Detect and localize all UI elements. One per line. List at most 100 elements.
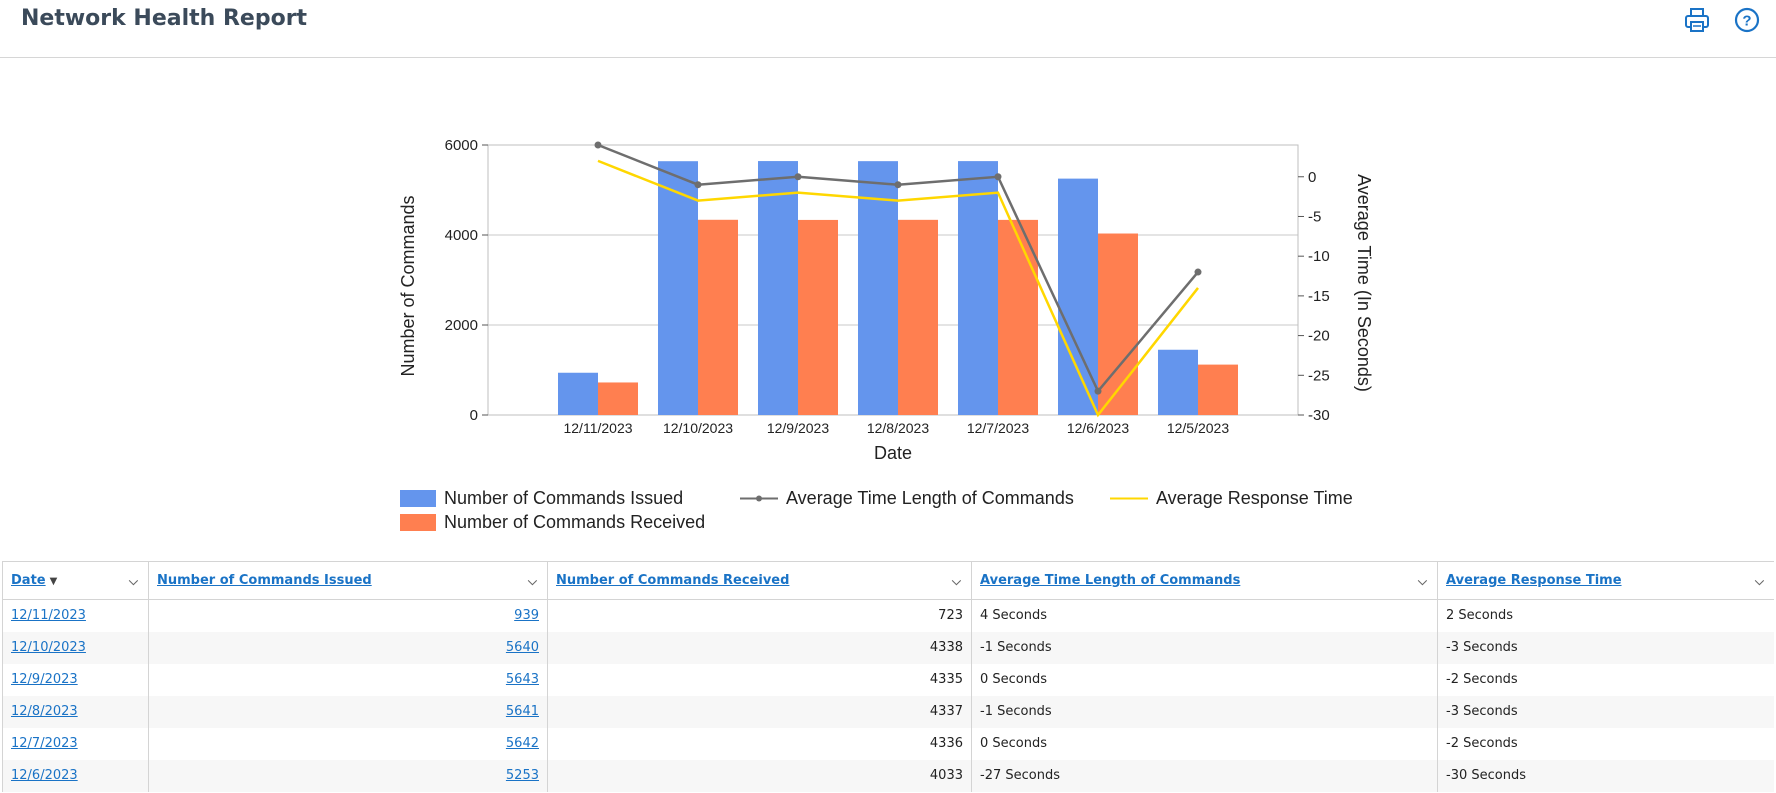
column-header-date[interactable]: Date ▼ ⌵ — [2, 561, 149, 600]
cell-date: 12/10/2023 — [2, 631, 149, 664]
date-link[interactable]: 12/11/2023 — [11, 608, 86, 624]
x-tick-label: 12/5/2023 — [1167, 420, 1229, 436]
issued-link[interactable]: 5643 — [505, 672, 539, 687]
date-link[interactable]: 12/6/2023 — [11, 768, 78, 783]
x-tick-label: 12/8/2023 — [867, 420, 929, 436]
table-row: 12/11/2023 939 723 4 Seconds 2 Seconds — [2, 599, 1774, 632]
cell-avg-response: -3 Seconds — [1437, 631, 1774, 664]
sort-link-avg-length[interactable]: Average Time Length of Commands — [980, 573, 1241, 588]
bar-issued — [758, 161, 798, 415]
cell-date: 12/8/2023 — [2, 695, 149, 728]
legend-item-avg-response: Average Response Time — [1110, 488, 1353, 509]
bar-received — [898, 219, 938, 415]
cell-avg-length: 0 Seconds — [971, 663, 1438, 696]
date-link[interactable]: 12/7/2023 — [11, 736, 78, 751]
cell-issued: 5642 — [148, 727, 548, 760]
column-menu-icon[interactable]: ⌵ — [951, 574, 961, 588]
sort-link-date[interactable]: Date — [11, 573, 46, 588]
date-link[interactable]: 12/9/2023 — [11, 672, 78, 687]
issued-link[interactable]: 5641 — [505, 704, 539, 719]
legend-item-avg-length: Average Time Length of Commands — [740, 488, 1074, 509]
y2-tick-label: -5 — [1308, 208, 1321, 225]
legend-label-issued: Number of Commands Issued — [444, 488, 684, 508]
x-axis-title: Date — [874, 443, 912, 463]
date-link[interactable]: 12/8/2023 — [11, 704, 78, 719]
table-row: 12/9/2023 5643 4335 0 Seconds -2 Seconds — [2, 663, 1774, 696]
legend-label-avg-length: Average Time Length of Commands — [786, 488, 1074, 508]
cell-received: 723 — [547, 599, 972, 632]
column-menu-icon[interactable]: ⌵ — [1417, 574, 1427, 588]
data-table-container: Date ▼ ⌵ Number of Commands Issued ⌵ Numb… — [2, 561, 1774, 793]
cell-issued: 5640 — [148, 631, 548, 664]
bar-received — [598, 382, 638, 415]
cell-avg-response: 2 Seconds — [1437, 599, 1774, 632]
legend-swatch-avg-length — [740, 490, 778, 507]
data-table: Date ▼ ⌵ Number of Commands Issued ⌵ Numb… — [2, 561, 1774, 792]
line-avg-response — [597, 159, 1199, 418]
y2-axis-title: Average Time (In Seconds) — [1354, 174, 1374, 392]
chart-legend: Number of Commands Issued Number of Comm… — [400, 488, 1400, 548]
column-header-received[interactable]: Number of Commands Received ⌵ — [547, 561, 972, 600]
column-header-issued[interactable]: Number of Commands Issued ⌵ — [148, 561, 548, 600]
point-avg-length — [694, 181, 702, 189]
column-header-avg-length[interactable]: Average Time Length of Commands ⌵ — [971, 561, 1438, 600]
table-row: 12/7/2023 5642 4336 0 Seconds -2 Seconds — [2, 727, 1774, 760]
cell-avg-response: -30 Seconds — [1437, 759, 1774, 792]
cell-date: 12/9/2023 — [2, 663, 149, 696]
y-tick-label: 6000 — [445, 137, 478, 154]
point-avg-length — [994, 173, 1002, 181]
cell-received: 4336 — [547, 727, 972, 760]
sort-link-received[interactable]: Number of Commands Received — [556, 573, 790, 588]
y2-tick-label: -10 — [1308, 248, 1330, 265]
column-menu-icon[interactable]: ⌵ — [527, 574, 537, 588]
column-menu-icon[interactable]: ⌵ — [1754, 574, 1764, 588]
bar-issued — [958, 161, 998, 415]
legend-item-issued: Number of Commands Issued — [400, 488, 683, 509]
sort-link-avg-response[interactable]: Average Response Time — [1446, 573, 1622, 588]
point-avg-length — [1194, 268, 1202, 276]
column-header-avg-response[interactable]: Average Response Time ⌵ — [1437, 561, 1774, 600]
cell-received: 4337 — [547, 695, 972, 728]
chart-area: 0 2000 4000 6000 0 -5 -10 -15 -20 -25 -30 12/11/202… — [0, 60, 1776, 540]
cell-avg-response: -2 Seconds — [1437, 663, 1774, 696]
cell-avg-length: 0 Seconds — [971, 727, 1438, 760]
x-tick-label: 12/7/2023 — [967, 420, 1029, 436]
cell-issued: 939 — [148, 599, 548, 632]
cell-avg-response: -3 Seconds — [1437, 695, 1774, 728]
issued-link[interactable]: 939 — [514, 608, 539, 624]
legend-item-received: Number of Commands Received — [400, 512, 705, 533]
y2-tick-label: 0 — [1308, 169, 1316, 186]
bar-issued — [558, 372, 598, 415]
bar-issued — [1158, 349, 1198, 415]
table-row: 12/6/2023 5253 4033 -27 Seconds -30 Seco… — [2, 759, 1774, 792]
date-link[interactable]: 12/10/2023 — [11, 640, 86, 655]
y2-tick-label: -20 — [1308, 328, 1330, 345]
cell-date: 12/6/2023 — [2, 759, 149, 792]
legend-swatch-received — [400, 514, 436, 531]
bar-received — [1198, 364, 1238, 415]
x-tick-label: 12/6/2023 — [1067, 420, 1129, 436]
issued-link[interactable]: 5253 — [505, 768, 539, 783]
x-tick-label: 12/11/2023 — [563, 420, 632, 436]
point-avg-length — [1094, 387, 1102, 395]
sort-link-issued[interactable]: Number of Commands Issued — [157, 573, 372, 588]
bar-issued — [658, 161, 698, 415]
cell-avg-length: -27 Seconds — [971, 759, 1438, 792]
point-avg-length — [794, 173, 802, 181]
issued-link[interactable]: 5642 — [505, 736, 539, 751]
bar-received — [698, 219, 738, 415]
cell-avg-length: 4 Seconds — [971, 599, 1438, 632]
help-icon[interactable]: ? — [1733, 6, 1761, 34]
issued-link[interactable]: 5640 — [505, 640, 539, 655]
bar-issued — [858, 161, 898, 415]
y2-tick-label: -15 — [1308, 288, 1330, 305]
cell-avg-length: -1 Seconds — [971, 695, 1438, 728]
cell-received: 4033 — [547, 759, 972, 792]
cell-issued: 5641 — [148, 695, 548, 728]
column-menu-icon[interactable]: ⌵ — [128, 574, 138, 588]
cell-avg-response: -2 Seconds — [1437, 727, 1774, 760]
point-avg-length — [894, 181, 902, 189]
cell-issued: 5643 — [148, 663, 548, 696]
y-tick-label: 4000 — [445, 227, 478, 244]
print-icon[interactable] — [1683, 6, 1711, 34]
